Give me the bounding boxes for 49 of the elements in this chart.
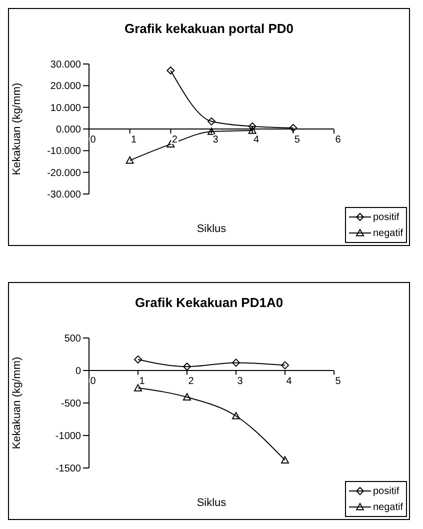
y-tick-label: 30.000 [50, 60, 82, 71]
point [208, 117, 216, 126]
point [183, 362, 191, 371]
x-tick-label: 4 [254, 134, 260, 146]
x-tick-label: 0 [90, 134, 96, 146]
y-tick-label: -10.000 [47, 146, 82, 158]
x-tick-label: 5 [294, 134, 300, 146]
x-tick-label: 5 [335, 376, 342, 387]
y-tick-label: -500 [60, 398, 82, 410]
point [289, 124, 298, 132]
x-tick-label: 1 [139, 376, 146, 387]
x-tick-label: 2 [188, 376, 194, 387]
legend-label: negatif [372, 228, 403, 238]
chart-title: Grafik kekakuan portal PD0 [123, 21, 295, 36]
chart-title: Grafik Kekakuan PD1A0 [134, 295, 284, 310]
point [232, 358, 240, 367]
point [208, 128, 216, 135]
y-tick-label: -1000 [55, 431, 82, 442]
legend-label: negatif [372, 502, 403, 512]
point [166, 66, 175, 74]
x-tick-label: 4 [286, 376, 292, 387]
x-tick-label: 0 [90, 376, 96, 387]
y-tick-label: 0 [75, 366, 82, 378]
x-tick-label: 3 [237, 376, 244, 387]
x-tick-label: 6 [335, 134, 342, 146]
x-tick-label: 1 [131, 134, 138, 146]
y-tick-label: 500 [64, 334, 82, 345]
y-tick-label: -20.000 [47, 168, 82, 179]
x-tick-label: 3 [212, 134, 219, 146]
y-tick-label: -30.000 [47, 190, 82, 201]
y-axis-title: Kekakuan (kg/mm) [10, 356, 23, 450]
y-tick-label: 10.000 [50, 102, 82, 114]
legend-label: positif [372, 212, 400, 222]
point [183, 393, 191, 400]
legend-label: positif [372, 486, 400, 496]
point [134, 355, 142, 364]
y-tick-label: -1500 [55, 464, 82, 475]
point [281, 361, 289, 370]
point [248, 126, 256, 134]
y-tick-label: 20.000 [50, 81, 82, 92]
point [248, 122, 256, 130]
point [232, 412, 240, 420]
x-axis-title: Siklus [196, 223, 228, 235]
y-axis-title: Kekakuan (kg/mm) [10, 82, 23, 176]
y-tick-label: 0.000 [56, 124, 82, 136]
point [126, 156, 134, 164]
point [134, 384, 142, 392]
point [281, 456, 289, 464]
x-axis-title: Siklus [196, 497, 228, 509]
